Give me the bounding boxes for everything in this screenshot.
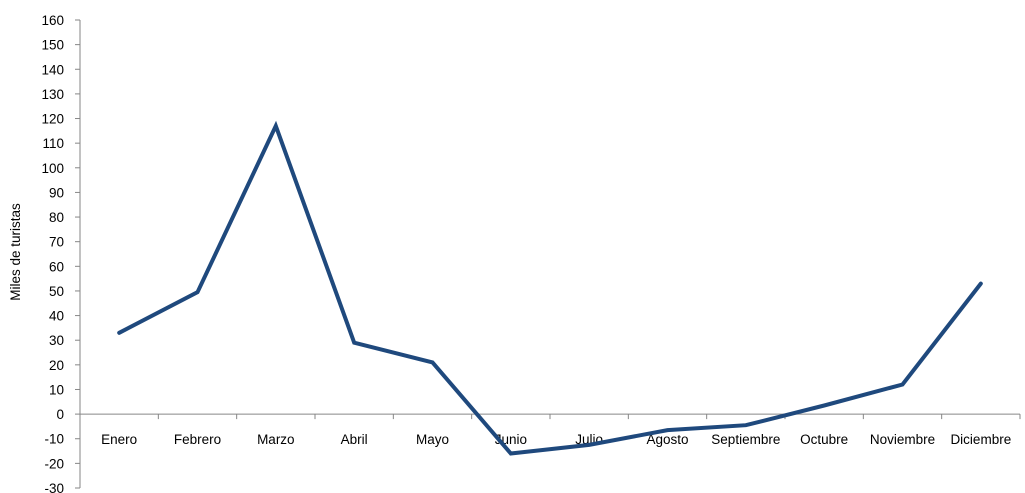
x-tick-label: Diciembre bbox=[950, 432, 1011, 447]
y-tick-label: 10 bbox=[49, 382, 64, 397]
y-tick-label: 30 bbox=[49, 333, 64, 348]
y-tick-label: 100 bbox=[41, 161, 64, 176]
y-tick-label: 140 bbox=[41, 62, 64, 77]
y-tick-label: -20 bbox=[44, 456, 64, 471]
x-tick-label: Noviembre bbox=[870, 432, 935, 447]
x-tick-label: Septiembre bbox=[711, 432, 780, 447]
x-tick-label: Marzo bbox=[257, 432, 295, 447]
y-tick-label: 70 bbox=[49, 235, 64, 250]
axes bbox=[75, 19, 1021, 489]
x-tick-label: Enero bbox=[101, 432, 137, 447]
y-tick-label: 40 bbox=[49, 309, 64, 324]
x-tick-label: Octubre bbox=[800, 432, 848, 447]
y-tick-label: 150 bbox=[41, 38, 64, 53]
y-tick-label: 110 bbox=[42, 136, 64, 151]
x-tick-label: Febrero bbox=[174, 432, 221, 447]
x-tick-label: Abril bbox=[341, 432, 368, 447]
y-axis-title-group: Miles de turistas bbox=[8, 203, 23, 301]
y-tick-label: 120 bbox=[41, 112, 64, 127]
series-line bbox=[117, 120, 983, 456]
y-tick-label: 90 bbox=[49, 185, 64, 200]
y-tick-label: 50 bbox=[49, 284, 64, 299]
y-tick-label: 20 bbox=[49, 358, 64, 373]
y-tick-label: 130 bbox=[41, 87, 64, 102]
x-tick-label: Agosto bbox=[646, 432, 688, 447]
x-tick-label: Mayo bbox=[416, 432, 449, 447]
y-axis-title: Miles de turistas bbox=[8, 203, 23, 301]
y-axis-ticks: 1601501401301201101009080706050403020100… bbox=[41, 13, 64, 493]
y-tick-label: 160 bbox=[41, 13, 64, 28]
y-tick-label: -30 bbox=[44, 481, 64, 493]
y-tick-label: -10 bbox=[44, 432, 64, 447]
y-tick-label: 0 bbox=[56, 407, 64, 422]
y-tick-label: 80 bbox=[49, 210, 64, 225]
series-group bbox=[117, 120, 983, 456]
y-tick-label: 60 bbox=[49, 259, 64, 274]
x-axis-ticks: Enero Febrero Marzo Abril Mayo Junio Julio Agos… bbox=[101, 432, 1011, 447]
